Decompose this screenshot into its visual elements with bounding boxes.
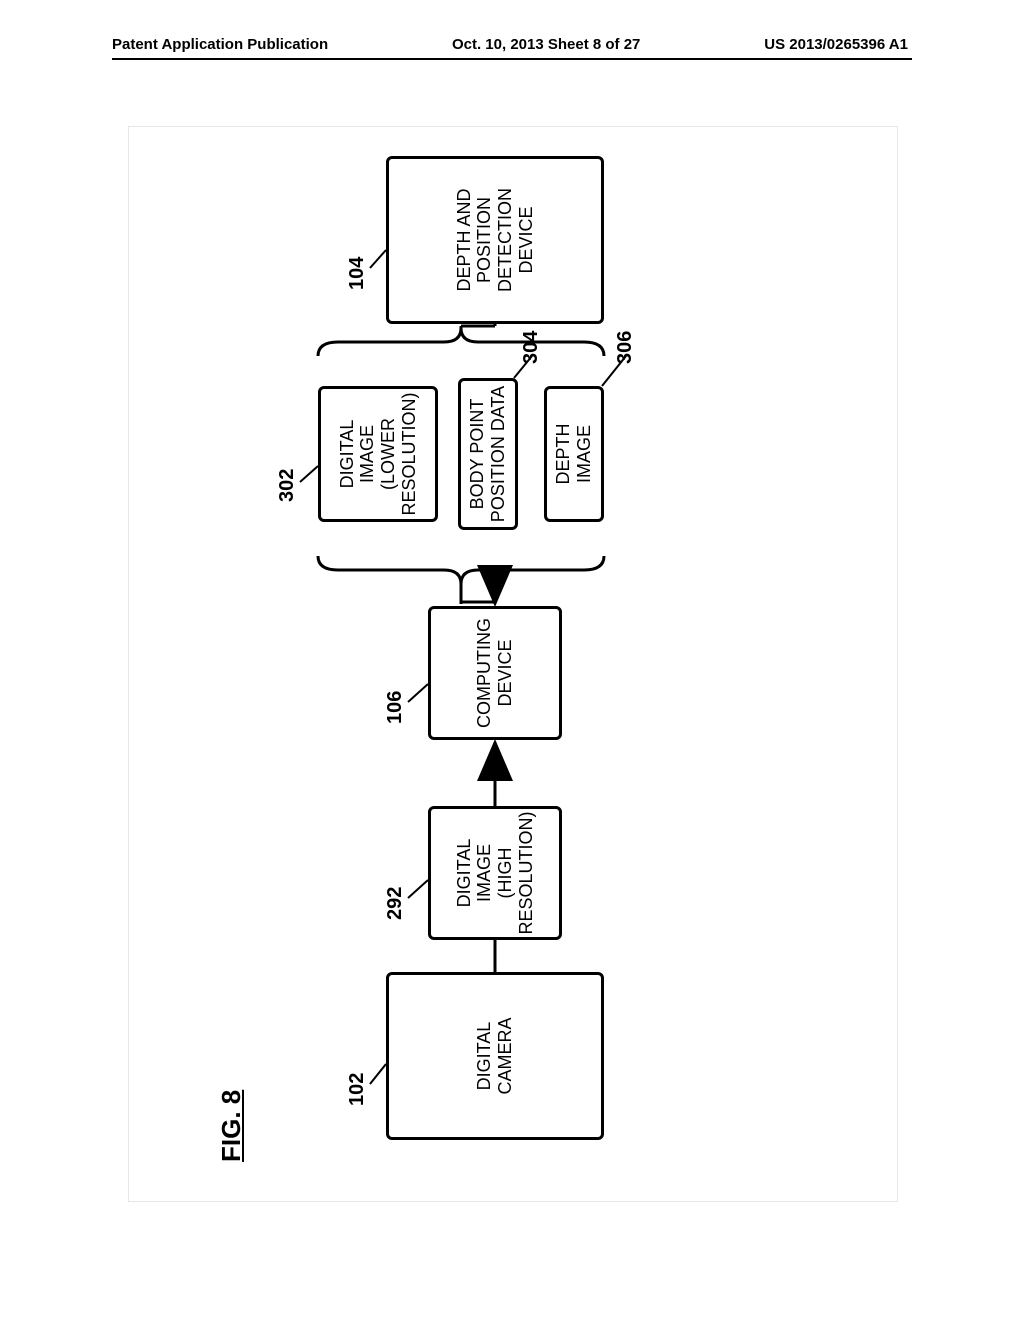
box-lower-res-image-label: DIGITALIMAGE(LOWERRESOLUTION) — [337, 392, 420, 515]
ref-292: 292 — [384, 887, 407, 920]
figure-rotated: FIG. 8 — [128, 126, 898, 1202]
ref-104: 104 — [346, 257, 369, 290]
ref-106: 106 — [384, 691, 407, 724]
header-rule — [112, 58, 912, 60]
ref-306: 306 — [614, 331, 637, 364]
header-center: Oct. 10, 2013 Sheet 8 of 27 — [452, 36, 640, 53]
box-digital-camera: DIGITALCAMERA — [386, 972, 604, 1140]
box-body-point-data-label: BODY POINTPOSITION DATA — [467, 386, 508, 522]
ref-302: 302 — [276, 469, 299, 502]
box-lower-res-image: DIGITALIMAGE(LOWERRESOLUTION) — [318, 386, 438, 522]
box-computing-device-label: COMPUTINGDEVICE — [474, 618, 515, 728]
lead-104 — [370, 250, 386, 268]
box-detection-device-label: DEPTH ANDPOSITIONDETECTIONDEVICE — [454, 188, 537, 292]
box-detection-device: DEPTH ANDPOSITIONDETECTIONDEVICE — [386, 156, 604, 324]
page-header: Patent Application Publication Oct. 10, … — [0, 36, 1024, 53]
lead-102 — [370, 1064, 386, 1084]
box-depth-image: DEPTH IMAGE — [544, 386, 604, 522]
lead-292 — [408, 880, 428, 898]
lead-106 — [408, 684, 428, 702]
box-high-res-image: DIGITALIMAGE(HIGHRESOLUTION) — [428, 806, 562, 940]
ref-102: 102 — [346, 1073, 369, 1106]
box-computing-device: COMPUTINGDEVICE — [428, 606, 562, 740]
box-body-point-data: BODY POINTPOSITION DATA — [458, 378, 518, 530]
header-left: Patent Application Publication — [112, 36, 328, 53]
box-high-res-image-label: DIGITALIMAGE(HIGHRESOLUTION) — [454, 811, 537, 934]
header-right: US 2013/0265396 A1 — [764, 36, 908, 53]
box-depth-image-label: DEPTH IMAGE — [553, 393, 594, 515]
ref-304: 304 — [520, 331, 543, 364]
bracket-left — [318, 556, 604, 584]
bracket-right — [318, 328, 604, 356]
lead-302 — [300, 466, 318, 482]
figure-stage: FIG. 8 — [128, 126, 898, 1202]
box-digital-camera-label: DIGITALCAMERA — [474, 1018, 515, 1095]
